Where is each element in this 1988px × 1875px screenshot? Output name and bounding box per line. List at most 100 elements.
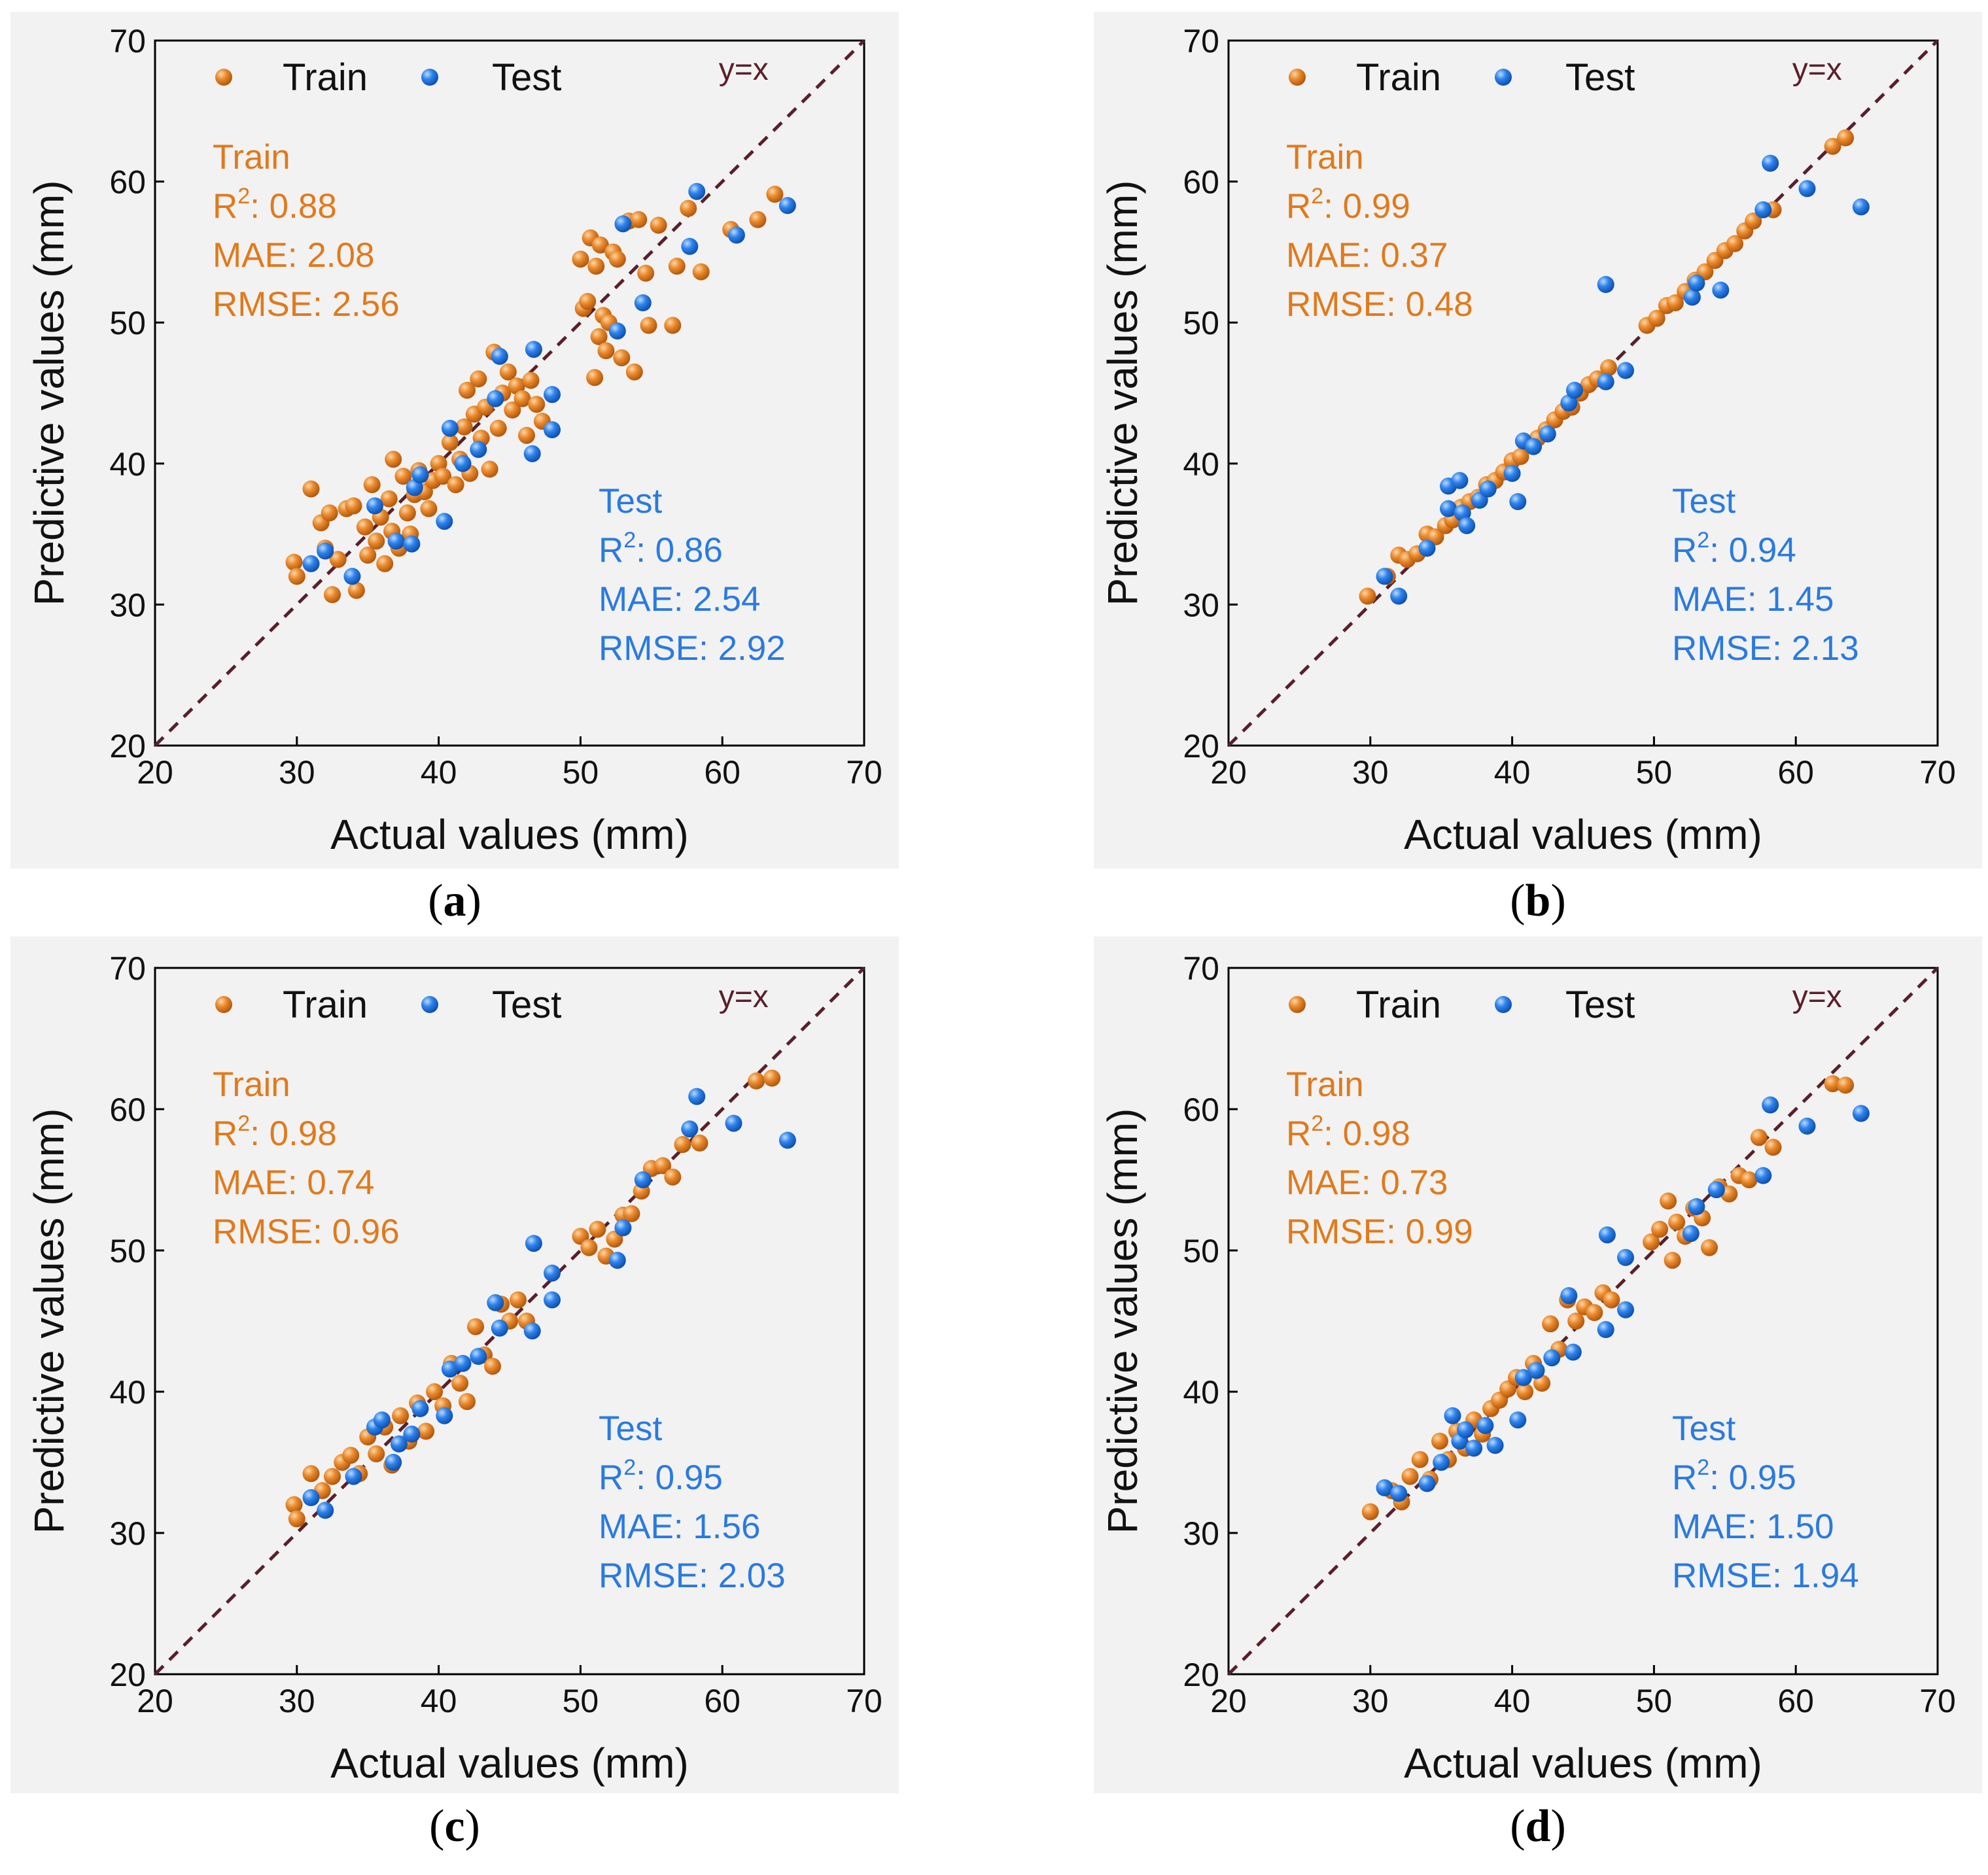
rmse-value: 1.94 <box>1792 1557 1859 1595</box>
metrics-test-mae: MAE: 2.54 <box>599 580 760 619</box>
x-tick-label: 70 <box>1919 754 1956 791</box>
x-tick-label: 70 <box>846 1683 882 1719</box>
rmse-value: 2.13 <box>1792 629 1859 668</box>
x-tick-label: 30 <box>279 1683 315 1719</box>
diagonal-label: y=x <box>719 52 769 87</box>
train-point <box>589 1221 606 1238</box>
test-point <box>779 197 796 214</box>
rmse-value: 2.92 <box>718 629 786 668</box>
test-point <box>1543 1349 1560 1366</box>
y-tick-label: 40 <box>1183 1374 1219 1411</box>
metrics-train-r2: R2: 0.88 <box>213 184 337 226</box>
test-point <box>436 1407 453 1424</box>
legend-label-test: Test <box>492 984 561 1026</box>
test-point <box>317 1502 334 1519</box>
r2-separator: : <box>1323 1114 1342 1153</box>
rmse-value: 0.99 <box>1406 1213 1473 1251</box>
rmse-value: 2.03 <box>718 1557 786 1595</box>
test-point <box>1419 1475 1436 1492</box>
test-point <box>1390 588 1407 605</box>
r2-separator: : <box>1709 531 1728 570</box>
train-point <box>528 396 545 413</box>
y-tick-label: 20 <box>109 1657 146 1693</box>
train-point <box>447 476 464 493</box>
rmse-label: RMSE: <box>213 285 332 324</box>
test-point <box>1480 481 1497 498</box>
train-point <box>763 1070 780 1087</box>
y-tick-label: 60 <box>109 1092 146 1128</box>
train-point <box>609 250 626 267</box>
train-point <box>766 186 783 203</box>
metrics-train-title: Train <box>1286 1065 1364 1104</box>
train-point <box>669 258 686 275</box>
test-point <box>491 348 508 365</box>
train-point <box>518 427 535 444</box>
x-tick-label: 50 <box>1636 1683 1673 1719</box>
x-tick-label: 50 <box>1636 754 1673 791</box>
test-point <box>544 421 561 438</box>
test-point <box>1487 1437 1504 1454</box>
train-point <box>417 1423 434 1440</box>
train-point <box>1567 1313 1584 1330</box>
mae-value: 0.73 <box>1380 1163 1448 1202</box>
test-point <box>366 498 383 515</box>
train-point <box>510 1292 527 1309</box>
y-tick-label: 50 <box>109 1233 146 1269</box>
test-point <box>303 1489 320 1506</box>
test-point <box>455 1355 472 1372</box>
panel-caption: (a) <box>428 876 481 926</box>
r2-label: R <box>599 1458 623 1497</box>
test-point <box>1617 1301 1634 1318</box>
caption-letter: c <box>444 1801 464 1851</box>
r2-superscript: 2 <box>1697 528 1709 553</box>
y-tick-label: 40 <box>109 1374 146 1411</box>
train-point <box>342 1447 359 1464</box>
train-point <box>1431 1433 1448 1450</box>
legend-label-train: Train <box>1356 56 1441 99</box>
r2-label: R <box>1672 531 1697 570</box>
train-point <box>748 1073 765 1090</box>
train-point <box>1412 1451 1429 1468</box>
caption-close: ) <box>1550 1801 1565 1851</box>
test-point <box>728 227 745 244</box>
y-tick-label: 60 <box>109 164 146 201</box>
y-tick-label: 30 <box>1183 587 1219 623</box>
train-point <box>586 369 603 386</box>
train-point <box>470 370 487 387</box>
train-point <box>630 211 647 228</box>
metrics-test-title: Test <box>599 482 662 521</box>
mae-value: 0.74 <box>307 1163 374 1202</box>
train-point <box>286 1496 303 1513</box>
r2-label: R <box>1286 1114 1311 1153</box>
rmse-value: 2.56 <box>332 285 400 324</box>
rmse-label: RMSE: <box>1672 629 1792 668</box>
y-tick-label: 60 <box>1183 164 1219 201</box>
train-point <box>420 500 437 517</box>
test-point <box>1390 1485 1407 1502</box>
train-point <box>1362 1504 1379 1521</box>
train-point <box>484 1358 501 1375</box>
legend-marker-train <box>215 69 232 86</box>
train-point <box>1668 1214 1685 1231</box>
test-point <box>343 568 360 585</box>
r2-value: 0.95 <box>655 1458 723 1497</box>
legend-label-train: Train <box>283 56 368 99</box>
r2-value: 0.95 <box>1729 1458 1796 1497</box>
y-tick-label: 50 <box>109 305 146 341</box>
rmse-label: RMSE: <box>599 629 718 668</box>
test-point <box>1451 472 1468 489</box>
train-point <box>385 451 402 468</box>
test-point <box>1597 1321 1614 1338</box>
test-point <box>1565 1344 1582 1361</box>
train-point <box>1751 1129 1768 1146</box>
r2-label: R <box>213 1114 237 1153</box>
train-point <box>587 258 604 275</box>
train-point <box>572 250 589 267</box>
mae-label: MAE: <box>1672 1507 1766 1546</box>
test-point <box>317 543 334 560</box>
legend-marker-test <box>421 69 438 86</box>
r2-label: R <box>599 531 623 570</box>
x-tick-label: 40 <box>1494 1683 1531 1719</box>
train-point <box>1837 129 1854 146</box>
